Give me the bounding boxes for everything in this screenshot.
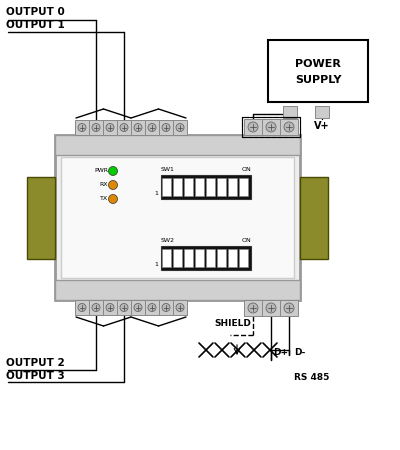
Bar — [162, 249, 171, 267]
Circle shape — [248, 122, 258, 132]
Bar — [173, 300, 187, 315]
Bar — [262, 119, 280, 135]
Bar — [184, 249, 193, 267]
Bar — [300, 176, 328, 258]
Bar — [244, 300, 262, 316]
Text: OUTPUT 0: OUTPUT 0 — [6, 7, 65, 17]
Bar — [206, 249, 215, 267]
Bar — [75, 120, 89, 135]
Circle shape — [108, 180, 118, 189]
Text: SUPPLY: SUPPLY — [295, 75, 341, 86]
Text: 1: 1 — [154, 262, 158, 267]
Text: ON: ON — [241, 167, 251, 172]
Text: D+: D+ — [273, 348, 288, 357]
Bar — [145, 300, 159, 315]
Circle shape — [120, 303, 128, 311]
Bar — [103, 120, 117, 135]
Circle shape — [120, 123, 128, 131]
Circle shape — [284, 122, 294, 132]
Bar — [217, 178, 226, 196]
Bar — [244, 119, 262, 135]
Bar — [315, 106, 329, 118]
Bar — [280, 300, 298, 316]
Bar — [89, 120, 103, 135]
Text: RX: RX — [100, 183, 108, 188]
Bar — [195, 249, 204, 267]
Text: OUTPUT 2: OUTPUT 2 — [6, 358, 65, 368]
Bar — [280, 119, 298, 135]
Circle shape — [78, 303, 86, 311]
Bar — [103, 300, 117, 315]
Bar — [161, 175, 251, 199]
Bar — [184, 178, 193, 196]
Text: TX: TX — [100, 197, 108, 202]
Bar — [268, 40, 368, 102]
Circle shape — [78, 123, 86, 131]
Bar — [145, 120, 159, 135]
Circle shape — [134, 303, 142, 311]
Bar — [55, 280, 300, 300]
Bar — [217, 249, 226, 267]
Text: SW2: SW2 — [161, 238, 175, 243]
Circle shape — [106, 303, 114, 311]
Circle shape — [162, 123, 170, 131]
Text: V-: V- — [285, 121, 295, 131]
Circle shape — [92, 123, 100, 131]
Circle shape — [108, 194, 118, 203]
Bar — [239, 178, 248, 196]
Bar — [131, 120, 145, 135]
Text: V+: V+ — [314, 121, 330, 131]
Text: OUTPUT 3: OUTPUT 3 — [6, 371, 65, 381]
Bar — [242, 117, 300, 137]
Circle shape — [148, 303, 156, 311]
Bar — [283, 106, 297, 118]
Circle shape — [176, 123, 184, 131]
Bar — [55, 135, 300, 300]
Circle shape — [134, 123, 142, 131]
Text: 1: 1 — [154, 191, 158, 196]
Bar — [173, 249, 182, 267]
Bar — [195, 178, 204, 196]
Bar — [61, 157, 294, 278]
Bar — [228, 178, 237, 196]
Bar — [159, 120, 173, 135]
Bar — [159, 300, 173, 315]
Circle shape — [106, 123, 114, 131]
Circle shape — [176, 303, 184, 311]
Bar — [228, 249, 237, 267]
Circle shape — [248, 303, 258, 313]
Bar — [75, 300, 89, 315]
Text: OUTPUT 1: OUTPUT 1 — [6, 20, 65, 30]
Circle shape — [148, 123, 156, 131]
Circle shape — [108, 166, 118, 176]
Bar — [161, 246, 251, 270]
Bar — [55, 135, 300, 155]
Text: PWR: PWR — [94, 168, 108, 174]
Bar — [239, 249, 248, 267]
Text: POWER: POWER — [295, 58, 341, 68]
Bar — [262, 300, 280, 316]
Bar — [117, 120, 131, 135]
Bar — [89, 300, 103, 315]
Text: RS 485: RS 485 — [294, 373, 329, 382]
Circle shape — [266, 122, 276, 132]
Bar — [242, 117, 300, 137]
Bar — [206, 178, 215, 196]
Bar — [117, 300, 131, 315]
Bar — [162, 178, 171, 196]
Bar — [131, 300, 145, 315]
Bar — [173, 178, 182, 196]
Circle shape — [266, 303, 276, 313]
Text: SW1: SW1 — [161, 167, 175, 172]
Bar — [173, 120, 187, 135]
Text: ON: ON — [241, 238, 251, 243]
Circle shape — [162, 303, 170, 311]
Bar — [27, 176, 55, 258]
Text: D-: D- — [294, 348, 305, 357]
Circle shape — [92, 303, 100, 311]
Text: SHIELD: SHIELD — [214, 319, 251, 328]
Circle shape — [284, 303, 294, 313]
